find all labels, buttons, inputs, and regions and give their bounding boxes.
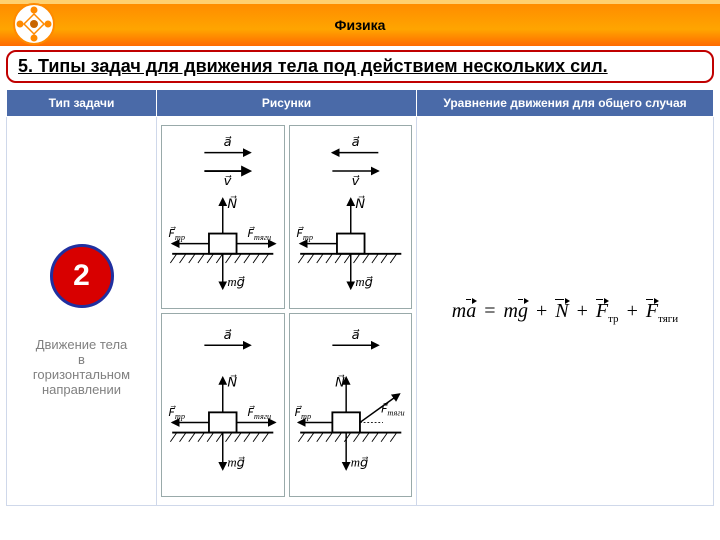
type-label-line: горизонтальном <box>33 367 130 382</box>
type-label-line: в <box>78 352 85 367</box>
col-header-figures: Рисунки <box>157 90 417 117</box>
motion-equation: ma = mg + N + Fтр + Fтяги <box>452 298 678 325</box>
svg-text:a⃗: a⃗ <box>224 135 232 149</box>
svg-text:mg⃗: mg⃗ <box>355 275 373 289</box>
section-title: 5. Типы задач для движения тела под дейс… <box>18 56 608 76</box>
section-title-box: 5. Типы задач для движения тела под дейс… <box>6 50 714 83</box>
svg-text:N⃗: N⃗ <box>227 195 237 210</box>
figure-panel-2: a⃗ v⃗ <box>289 125 413 309</box>
svg-text:mg⃗: mg⃗ <box>350 456 368 470</box>
svg-text:mg⃗: mg⃗ <box>227 456 245 470</box>
type-label-line: Движение тела <box>36 337 128 352</box>
content-table: Тип задачи Рисунки Уравнение движения дл… <box>6 89 714 506</box>
header-bar: Физика <box>0 0 720 46</box>
svg-text:N⃗: N⃗ <box>227 374 237 389</box>
type-label: Движение тела в горизонтальном направлен… <box>11 338 152 398</box>
figures-cell: a⃗ v⃗ <box>157 117 417 506</box>
svg-text:a⃗: a⃗ <box>351 135 359 149</box>
type-label-line: направлении <box>42 382 121 397</box>
type-number: 2 <box>73 259 90 293</box>
logo-igumo <box>12 2 56 46</box>
type-badge: 2 <box>50 244 114 308</box>
figure-panel-4: a⃗ <box>289 313 413 497</box>
svg-text:F⃗тр: F⃗тр <box>169 226 185 242</box>
svg-text:a⃗: a⃗ <box>351 328 359 342</box>
figure-panel-1: a⃗ v⃗ <box>161 125 285 309</box>
svg-text:F⃗тяги: F⃗тяги <box>248 405 272 421</box>
svg-text:F⃗тр: F⃗тр <box>296 226 312 242</box>
svg-text:mg⃗: mg⃗ <box>227 275 245 289</box>
col-header-equation: Уравнение движения для общего случая <box>417 90 714 117</box>
svg-text:N⃗: N⃗ <box>355 195 365 210</box>
svg-text:F⃗тр: F⃗тр <box>294 405 310 421</box>
svg-text:v⃗: v⃗ <box>224 174 232 188</box>
type-cell: 2 Движение тела в горизонтальном направл… <box>7 117 157 506</box>
equation-cell: ma = mg + N + Fтр + Fтяги <box>417 117 714 506</box>
svg-text:N⃗: N⃗ <box>335 374 345 389</box>
svg-text:F⃗тяги: F⃗тяги <box>381 401 405 417</box>
slide: Физика 5. Типы задач для движения тела п… <box>0 0 720 540</box>
svg-text:a⃗: a⃗ <box>224 328 232 342</box>
svg-text:F⃗тяги: F⃗тяги <box>248 226 272 242</box>
col-header-type: Тип задачи <box>7 90 157 117</box>
figure-panel-3: a⃗ <box>161 313 285 497</box>
svg-text:F⃗тр: F⃗тр <box>169 405 185 421</box>
svg-text:v⃗: v⃗ <box>351 174 359 188</box>
header-title: Физика <box>0 4 720 46</box>
